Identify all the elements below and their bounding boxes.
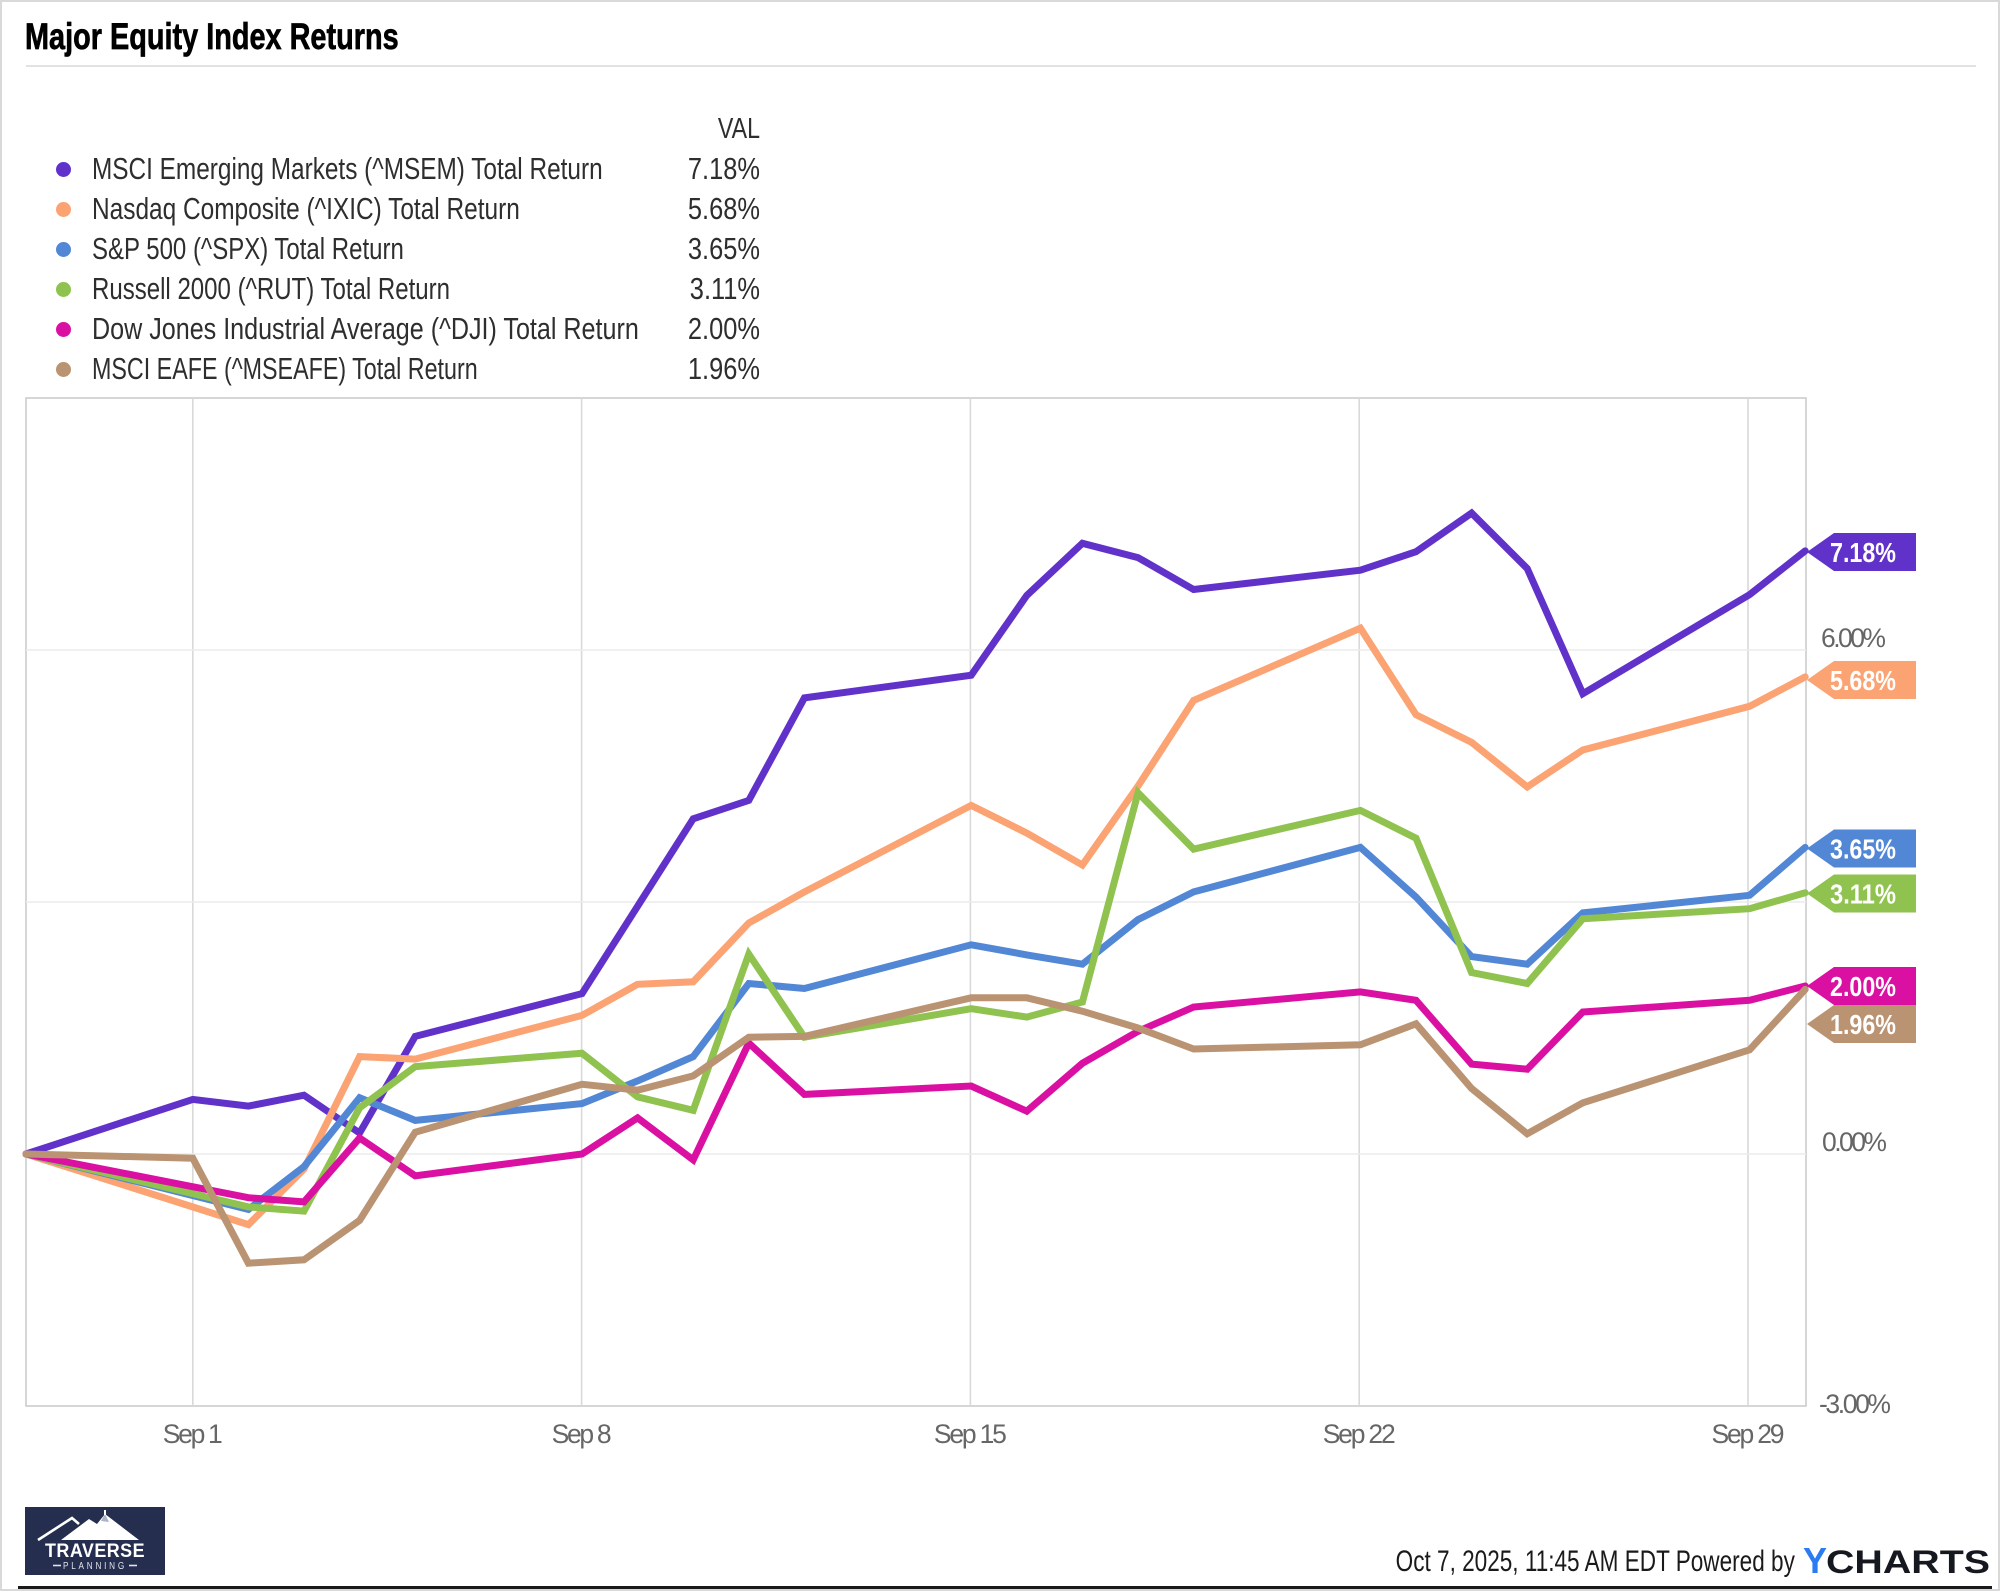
svg-text:7.18%: 7.18% [1830, 537, 1896, 568]
svg-text:Sep 22: Sep 22 [1323, 1419, 1396, 1449]
svg-text:-3.00%: -3.00% [1819, 1389, 1891, 1419]
svg-text:3.11%: 3.11% [1830, 879, 1896, 910]
svg-text:Sep 29: Sep 29 [1712, 1419, 1785, 1449]
svg-text:Y: Y [1803, 1542, 1827, 1581]
svg-text:3.65%: 3.65% [1830, 834, 1896, 865]
svg-text:PLANNING: PLANNING [63, 1561, 127, 1572]
svg-text:Sep 8: Sep 8 [552, 1419, 612, 1449]
svg-text:6.00%: 6.00% [1821, 623, 1886, 653]
svg-text:TRAVERSE: TRAVERSE [45, 1541, 145, 1562]
svg-text:0.00%: 0.00% [1822, 1127, 1887, 1157]
svg-text:Sep 1: Sep 1 [163, 1419, 223, 1449]
svg-text:2.00%: 2.00% [1830, 971, 1896, 1002]
svg-text:5.68%: 5.68% [1830, 665, 1896, 696]
svg-text:1.96%: 1.96% [1830, 1009, 1896, 1040]
svg-text:CHARTS: CHARTS [1826, 1544, 1990, 1580]
svg-text:Sep 15: Sep 15 [934, 1419, 1007, 1449]
